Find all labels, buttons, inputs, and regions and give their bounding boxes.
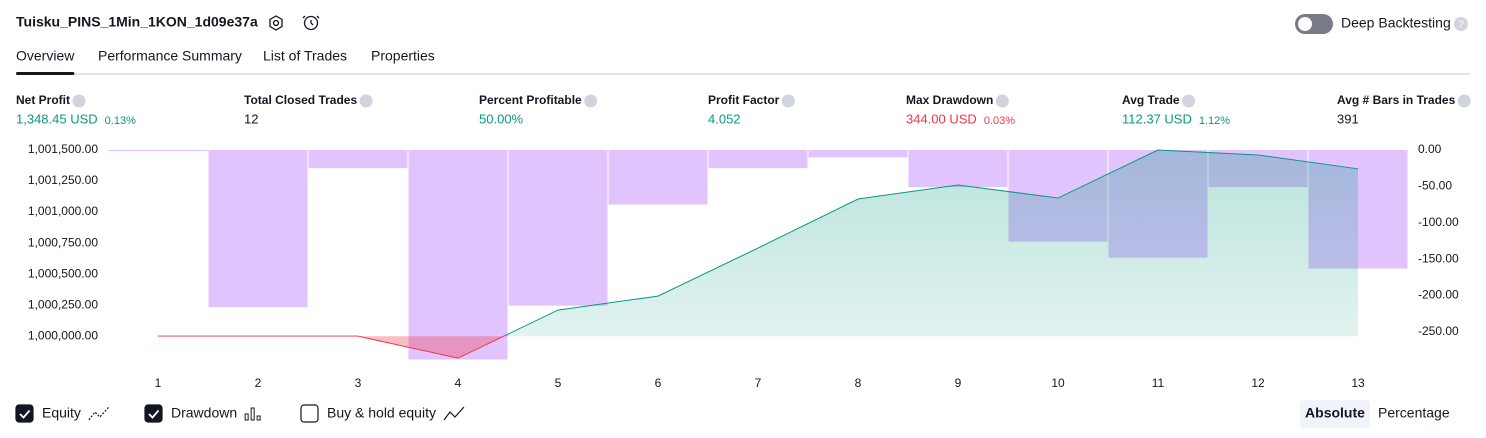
metric-value: 12 [244,111,258,126]
tab[interactable]: List of Trades [263,48,347,64]
y-tick-label: 1,000,000.00 [28,328,98,342]
y2-tick-label: -250.00 [1418,324,1459,338]
drawdown-bar [108,150,208,151]
svg-text:?: ? [1458,20,1464,31]
metric-label: Net Profit [16,93,70,107]
y-tick-label: 1,000,750.00 [28,235,98,249]
tab[interactable]: Performance Summary [98,48,242,64]
equity-line [158,149,1359,337]
y-tick-label: 1,001,500.00 [28,142,98,156]
metric-label: Percent Profitable [479,93,582,107]
info-icon[interactable] [781,94,795,108]
deep-backtesting-toggle[interactable] [1295,14,1333,34]
y2-tick-label: -100.00 [1418,215,1459,229]
metric-label: Profit Factor [708,93,780,107]
metric-value: 344.00 USD [906,111,977,126]
deep-backtesting-label: Deep Backtesting [1341,15,1451,31]
legend-checkbox[interactable] [300,404,319,423]
info-icon[interactable] [1182,94,1196,108]
x-tick-label: 6 [655,376,662,390]
metric-value: 112.37 USD [1122,111,1192,126]
info-icon[interactable] [359,94,373,108]
metric-percent: 0.03% [984,115,1015,127]
drawdown-bar [808,150,908,158]
metric-percent: 0.13% [105,115,136,127]
legend-label[interactable]: Buy & hold equity [327,405,436,421]
drawdown-bar [308,150,408,169]
y-tick-label: 1,001,000.00 [28,204,98,218]
metric-label: Avg Trade [1122,93,1180,107]
metric-value: 1,348.45 USD [16,111,98,126]
view-mode-button[interactable]: Absolute [1305,405,1365,421]
info-icon[interactable] [72,94,86,108]
metric-value: 50.00% [479,111,524,126]
x-tick-label: 12 [1251,376,1265,390]
tab[interactable]: Properties [371,48,435,64]
drawdown-bar [208,150,308,308]
metric-value: 4.052 [708,111,741,126]
info-icon[interactable] [995,94,1009,108]
drawdown-bar [408,150,508,360]
drawdown-bar [508,150,608,306]
y2-tick-label: 0.00 [1418,142,1442,156]
view-mode-button[interactable]: Percentage [1378,405,1450,421]
tab[interactable]: Overview [16,48,75,64]
drawdown-bar [908,150,1008,188]
settings-icon[interactable] [269,15,283,31]
check-mark [148,409,160,419]
info-icon[interactable] [584,94,598,108]
x-tick-label: 8 [855,376,862,390]
x-tick-label: 9 [955,376,962,390]
info-icon[interactable] [1457,94,1471,108]
x-tick-label: 2 [255,376,262,390]
x-tick-label: 5 [555,376,562,390]
active-tab-underline [16,72,75,75]
legend-icon [244,407,261,421]
legend-label[interactable]: Drawdown [171,405,237,421]
x-tick-label: 13 [1351,376,1365,390]
y-tick-label: 1,000,500.00 [28,266,98,280]
equity-area [158,150,1358,337]
check-mark [19,409,31,419]
mode-active-bg [1300,400,1370,428]
legend-checkbox[interactable] [15,404,34,423]
drawdown-bar [708,150,808,169]
equity-area-below [358,336,504,359]
x-tick-label: 11 [1152,376,1165,390]
y2-tick-label: -200.00 [1418,288,1459,302]
legend-icon [443,406,465,421]
y-tick-label: 1,000,250.00 [28,297,98,311]
alert-icon[interactable] [302,15,320,31]
legend-checkbox[interactable] [144,404,163,423]
metric-label: Avg # Bars in Trades [1337,93,1456,107]
x-tick-label: 1 [155,376,162,390]
y2-tick-label: -50.00 [1418,179,1452,193]
metric-label: Total Closed Trades [244,93,357,107]
strategy-title: Tuisku_PINS_1Min_1KON_1d09e37a [16,14,258,30]
x-tick-label: 4 [455,376,462,390]
metric-label: Max Drawdown [906,93,993,107]
metric-value: 391 [1337,111,1359,126]
x-tick-label: 3 [355,376,362,390]
help-icon[interactable]: ? [1454,17,1468,31]
drawdown-bar [608,150,708,205]
metric-percent: 1.12% [1199,115,1230,127]
legend-label[interactable]: Equity [42,405,81,421]
y-tick-label: 1,001,250.00 [28,173,98,187]
x-tick-label: 10 [1051,376,1065,390]
x-tick-label: 7 [755,376,762,390]
y2-tick-label: -150.00 [1418,251,1459,265]
legend-icon [88,406,110,421]
